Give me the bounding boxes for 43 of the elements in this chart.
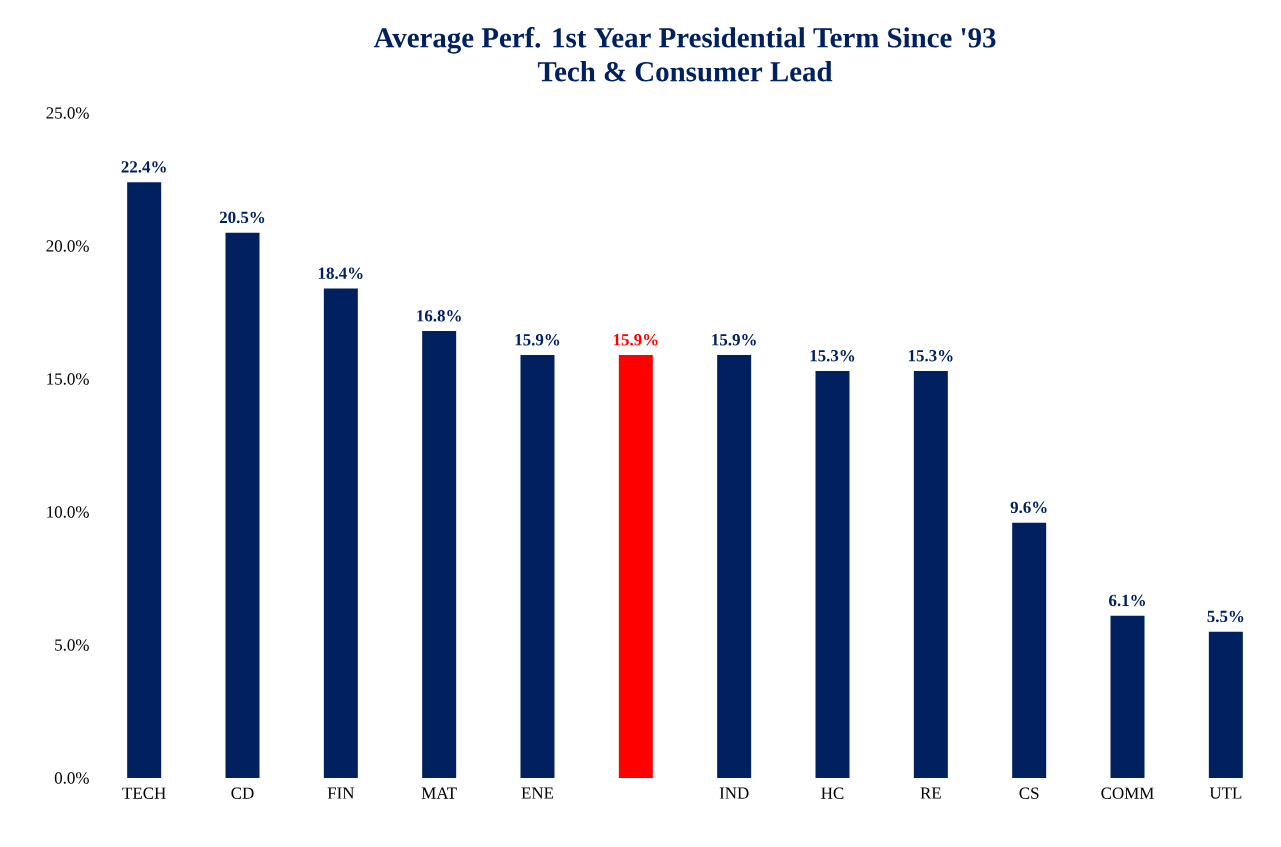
bar [815,371,850,778]
y-tick-label: 25.0% [46,107,89,119]
bar [422,331,457,778]
data-label: 15.3% [908,349,953,362]
data-label: 20.5% [219,211,265,224]
data-label: 15.9% [712,334,756,346]
data-label: 6.1% [1109,594,1145,607]
y-tick-label: 15.0% [47,373,89,385]
bar [717,355,752,778]
bar [225,232,260,778]
data-label: 16.8% [417,310,461,322]
bar [913,371,948,778]
bar [618,355,653,778]
chart-subtitle: Tech & Consumer Lead [537,61,833,82]
data-label: 5.5% [1207,610,1244,623]
x-tick-label: COMM [1101,787,1154,799]
data-label: 9.6% [1010,501,1047,514]
x-tick-label: UTL [1209,787,1242,799]
data-label: 22.4% [121,161,166,173]
bar [1208,631,1243,778]
x-tick-label: IND [719,787,749,799]
bar [1012,522,1047,778]
x-tick-label: MAT [421,787,457,799]
y-tick-label: 10.0% [47,506,89,518]
x-tick-label: TECH [122,787,166,799]
bar [520,355,555,778]
data-label: 15.9% [613,334,658,346]
data-label: 15.9% [515,334,560,346]
x-tick-label: ENE [521,787,554,799]
y-tick-label: 5.0% [55,639,89,651]
data-label: 18.4% [318,267,363,280]
chart-title: Average Perf. 1st Year Presidential Term Since '93 [373,26,996,54]
x-tick-label: HC [821,787,844,799]
bar [323,288,358,778]
y-tick-label: 20.0% [46,240,89,252]
x-tick-label: FIN [327,787,355,799]
x-tick-label: CD [231,787,254,799]
y-tick-label: 0.0% [54,772,89,784]
x-tick-label: RE [920,787,941,799]
bar [127,182,162,778]
data-label: 15.3% [810,349,855,362]
x-tick-label: CS [1019,787,1039,799]
bar [1110,615,1145,778]
